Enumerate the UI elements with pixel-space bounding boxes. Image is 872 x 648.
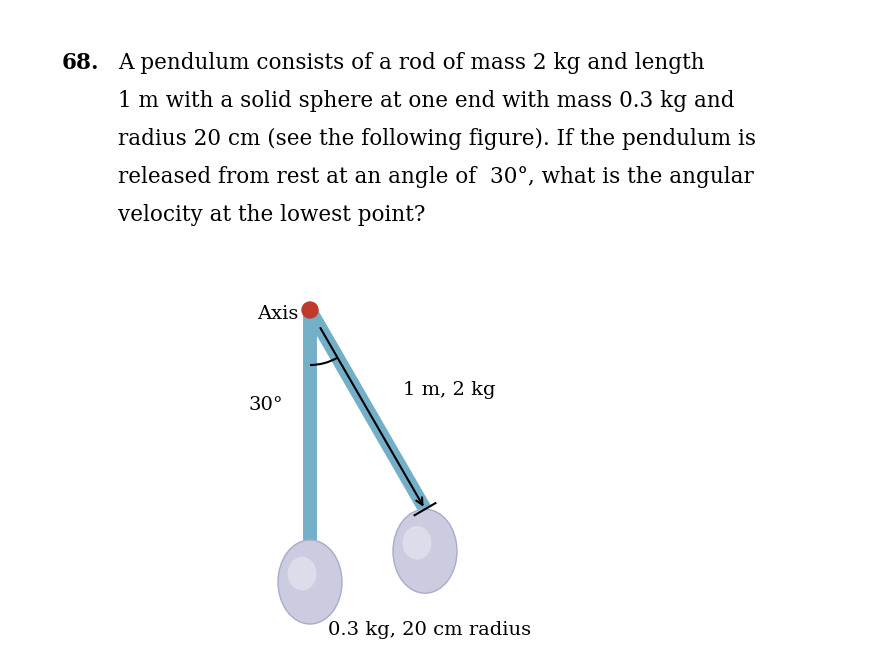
Text: 0.3 kg, 20 cm radius: 0.3 kg, 20 cm radius: [329, 621, 532, 639]
Text: Axis: Axis: [256, 305, 298, 323]
Text: 1 m, 2 kg: 1 m, 2 kg: [403, 380, 495, 399]
Ellipse shape: [393, 509, 457, 593]
Text: 68.: 68.: [62, 52, 99, 74]
Ellipse shape: [278, 540, 342, 624]
Text: A pendulum consists of a rod of mass 2 kg and length: A pendulum consists of a rod of mass 2 k…: [118, 52, 705, 74]
Ellipse shape: [403, 526, 432, 560]
Text: radius 20 cm (see the following figure). If the pendulum is: radius 20 cm (see the following figure).…: [118, 128, 756, 150]
Circle shape: [302, 302, 318, 318]
Text: 30°: 30°: [248, 396, 283, 414]
Text: velocity at the lowest point?: velocity at the lowest point?: [118, 204, 426, 226]
Text: 1 m with a solid sphere at one end with mass 0.3 kg and: 1 m with a solid sphere at one end with …: [118, 90, 734, 112]
Ellipse shape: [288, 557, 317, 590]
Text: released from rest at an angle of  30°, what is the angular: released from rest at an angle of 30°, w…: [118, 166, 753, 188]
